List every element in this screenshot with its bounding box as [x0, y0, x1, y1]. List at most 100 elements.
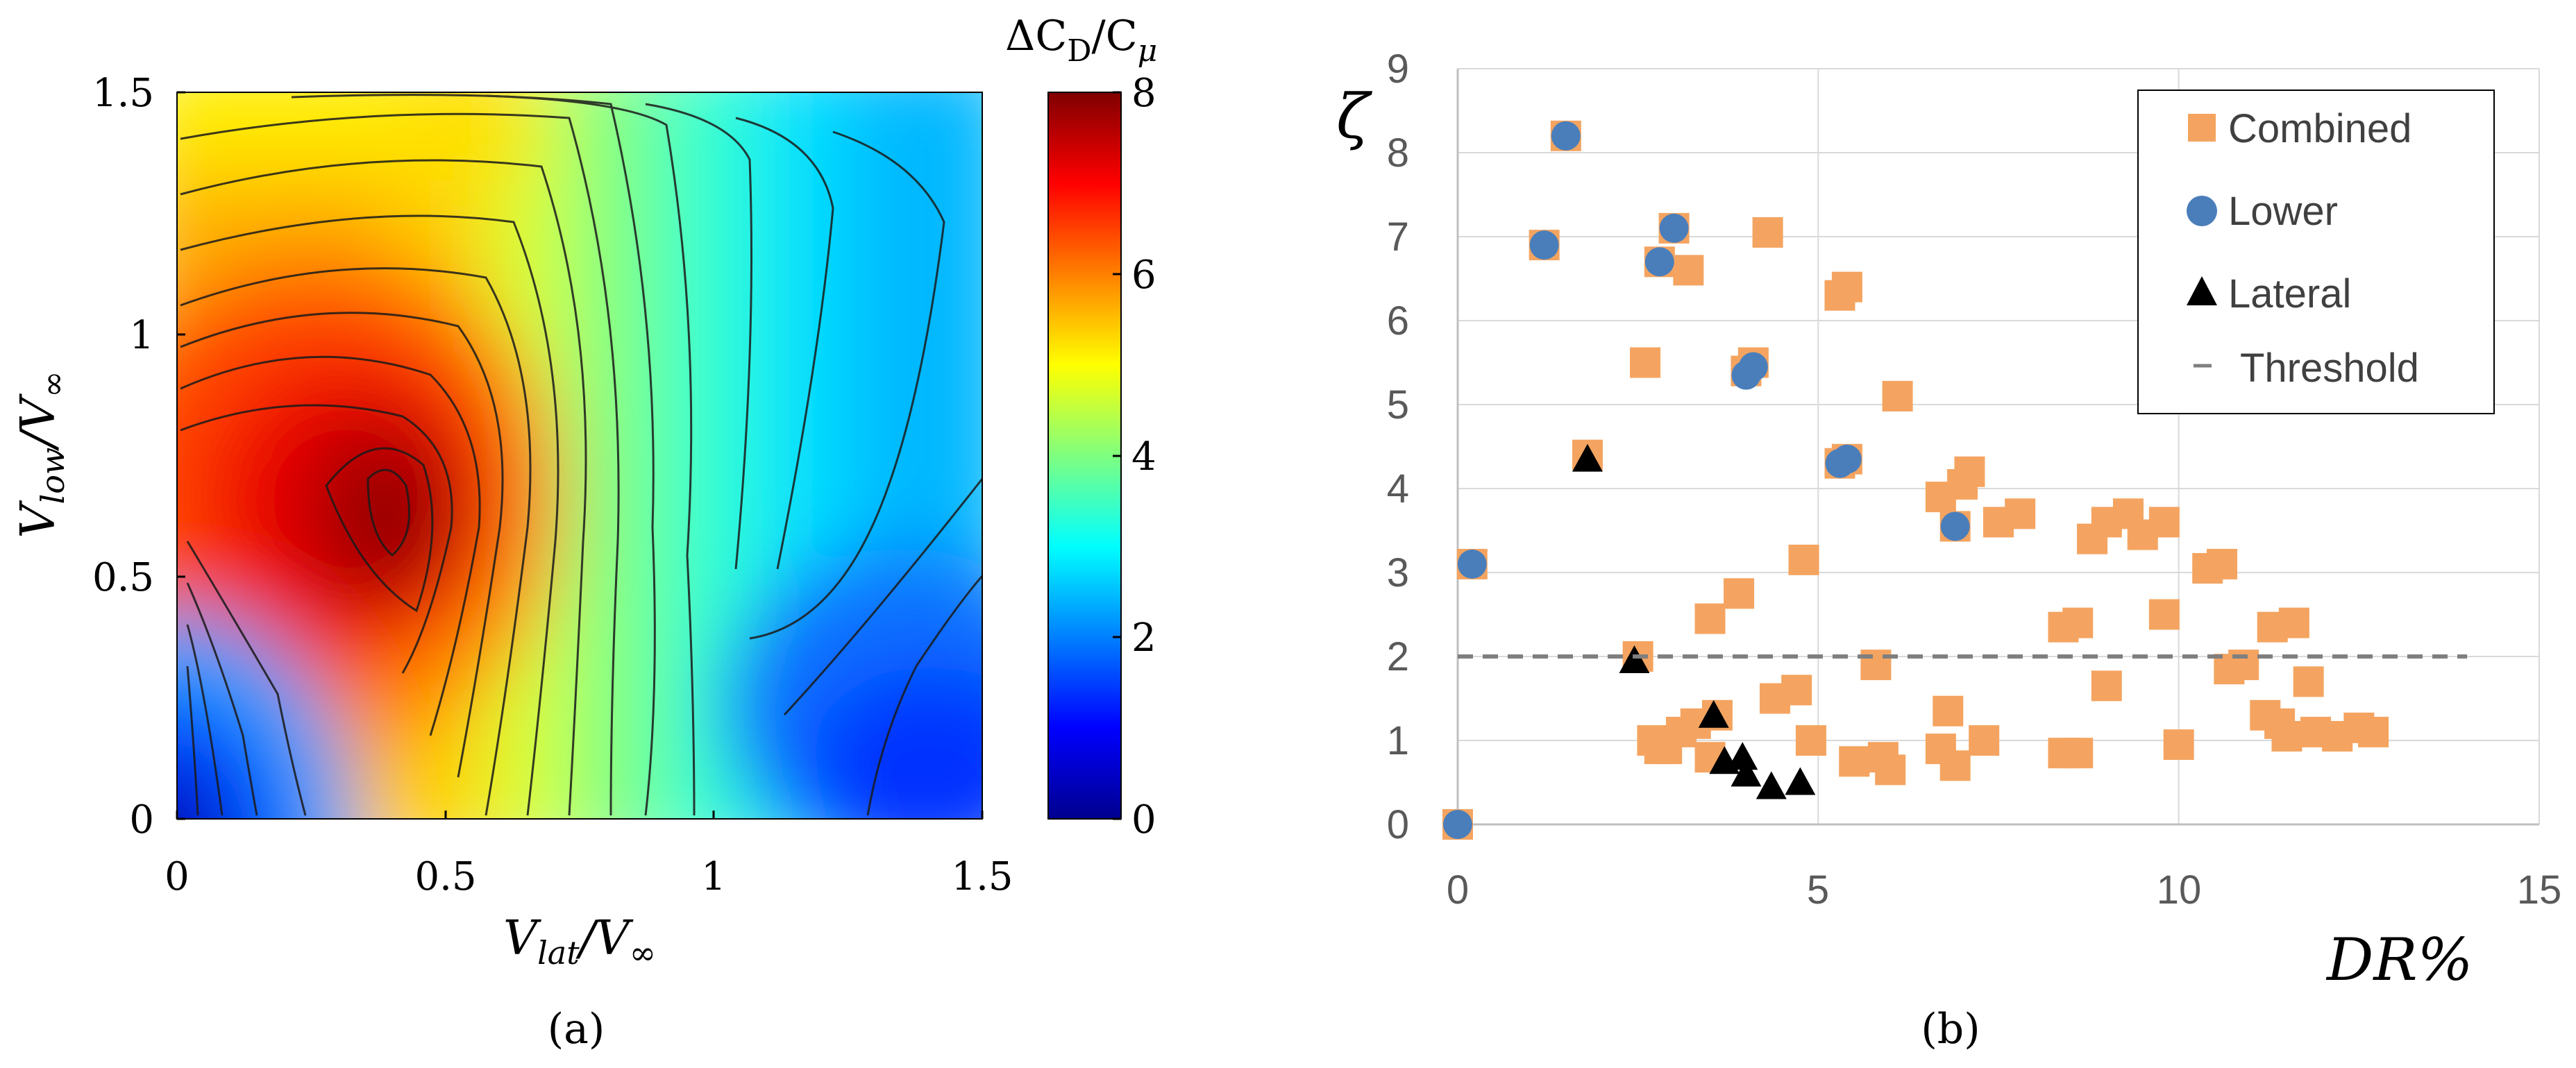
data-point-square: [2148, 599, 2180, 630]
data-point-square: [2358, 716, 2389, 747]
tick-label: 0: [165, 854, 190, 899]
plot-a-x-tick-labels: 0 0.5 1 1.5: [165, 854, 1013, 899]
plot-b-series: [1442, 120, 2468, 840]
data-point-square: [2228, 650, 2259, 681]
plot-b-axes: [1456, 69, 2539, 826]
y-axis-label: ζ: [1336, 80, 1373, 152]
plot-a-y-tick-labels: 0 0.5 1 1.5: [92, 71, 154, 842]
tick-label: 1: [701, 854, 726, 899]
data-point-triangle: [1698, 700, 1729, 728]
x-axis-label: Vlat/V∞: [503, 911, 656, 972]
data-point-square: [1630, 347, 1661, 378]
legend-swatch-lateral: [2187, 276, 2217, 305]
tick-label: 3: [1387, 550, 1409, 595]
data-point-triangle: [1756, 771, 1787, 799]
plot-a-ticks: [176, 91, 984, 820]
data-point-square: [2206, 548, 2237, 579]
contour-lines: [180, 94, 982, 816]
colorbar-ticks: [1113, 91, 1121, 820]
tick-label: 9: [1387, 46, 1409, 92]
tick-label: 0.5: [414, 854, 476, 899]
data-point-triangle: [1572, 443, 1603, 472]
data-point-circle: [1551, 121, 1581, 151]
data-point-square: [2163, 729, 2194, 761]
tick-label: 4: [1131, 434, 1156, 480]
data-point-square: [2293, 666, 2324, 697]
legend-label: Lower: [2228, 189, 2338, 234]
legend: Combined Lower Lateral Threshold: [2137, 90, 2495, 414]
data-point-circle: [1738, 352, 1768, 382]
data-point-square: [1781, 675, 1812, 706]
data-point-square: [1788, 544, 1819, 575]
data-point-square: [2091, 670, 2122, 702]
data-point-square: [1795, 725, 1826, 756]
tick-label: 1: [1387, 718, 1409, 763]
tick-label: 15: [2517, 867, 2562, 913]
tick-label: 0.5: [92, 555, 154, 600]
data-point-square: [1724, 578, 1755, 609]
panel-b: 0 1 2 3 4 5 6 7 8 9 0 5 10 15 ζ DR% Comb…: [1336, 46, 2561, 1053]
legend-swatch-combined: [2188, 114, 2216, 142]
data-point-square: [1752, 217, 1783, 248]
plot-b-y-tick-labels: 0 1 2 3 4 5 6 7 8 9: [1387, 46, 1409, 847]
tick-label: 6: [1131, 253, 1156, 298]
tick-label: 2: [1131, 616, 1156, 661]
legend-swatch-lower: [2187, 196, 2217, 226]
tick-label: 2: [1387, 634, 1409, 679]
data-point-triangle: [1785, 767, 1816, 795]
data-point-square: [1875, 754, 1906, 786]
data-point-square: [1954, 456, 1985, 487]
series-lower: [1443, 121, 1970, 839]
data-point-square: [2278, 607, 2309, 638]
data-point-square: [1939, 750, 1971, 781]
tick-label: 1.5: [92, 71, 154, 116]
tick-label: 7: [1387, 214, 1409, 260]
data-point-circle: [1529, 230, 1559, 260]
colorbar-title: ΔCD/Cμ: [1005, 12, 1157, 69]
data-point-square: [2062, 607, 2094, 638]
legend-label: Lateral: [2228, 271, 2351, 316]
plot-a-frame: [176, 92, 983, 820]
data-point-circle: [1659, 213, 1689, 243]
panel-b-label: (b): [1921, 1005, 1980, 1053]
data-point-square: [1673, 255, 1704, 286]
data-point-square: [1860, 650, 1892, 681]
colorbar-tick-labels: 0 2 4 6 8: [1131, 71, 1156, 842]
tick-label: 10: [2157, 867, 2202, 913]
legend-box: [2137, 90, 2495, 414]
series-lateral: [1572, 443, 1816, 799]
tick-label: 0: [1131, 797, 1156, 842]
data-point-square: [1694, 603, 1726, 634]
tick-label: 5: [1387, 382, 1409, 427]
data-point-circle: [1443, 810, 1472, 839]
tick-label: 0: [1387, 802, 1409, 847]
data-point-circle: [1832, 444, 1862, 474]
data-point-square: [1933, 695, 1964, 727]
data-point-triangle: [1731, 758, 1762, 787]
tick-label: 8: [1131, 71, 1156, 116]
data-point-square: [1882, 380, 1913, 412]
y-axis-label: Vlow/V∞: [11, 371, 71, 538]
tick-label: 5: [1807, 867, 1829, 913]
tick-label: 0: [1447, 867, 1469, 913]
data-point-square: [1831, 271, 1862, 303]
plot-b-x-tick-labels: 0 5 10 15: [1447, 867, 2561, 913]
data-point-square: [2062, 738, 2094, 769]
legend-label: Combined: [2228, 106, 2411, 151]
data-point-square: [2148, 507, 2180, 538]
tick-label: 4: [1387, 466, 1409, 511]
tick-label: 6: [1387, 298, 1409, 344]
data-point-circle: [1644, 247, 1674, 277]
tick-label: 8: [1387, 130, 1409, 176]
x-axis-label: DR%: [2325, 926, 2473, 994]
colorbar: [1047, 92, 1122, 820]
data-point-square: [1969, 725, 2000, 756]
data-point-square: [2271, 720, 2303, 752]
legend-label: Threshold: [2240, 346, 2419, 391]
data-point-circle: [1940, 511, 1970, 541]
data-point-triangle: [1619, 645, 1650, 674]
panel-a: 0 0.5 1 1.5 0 0.5 1 1.5 Vlat/V∞ Vlow/V∞ …: [11, 12, 1157, 1053]
contour-map: [177, 92, 982, 819]
data-point-circle: [1457, 549, 1487, 579]
tick-label: 0: [129, 797, 154, 842]
